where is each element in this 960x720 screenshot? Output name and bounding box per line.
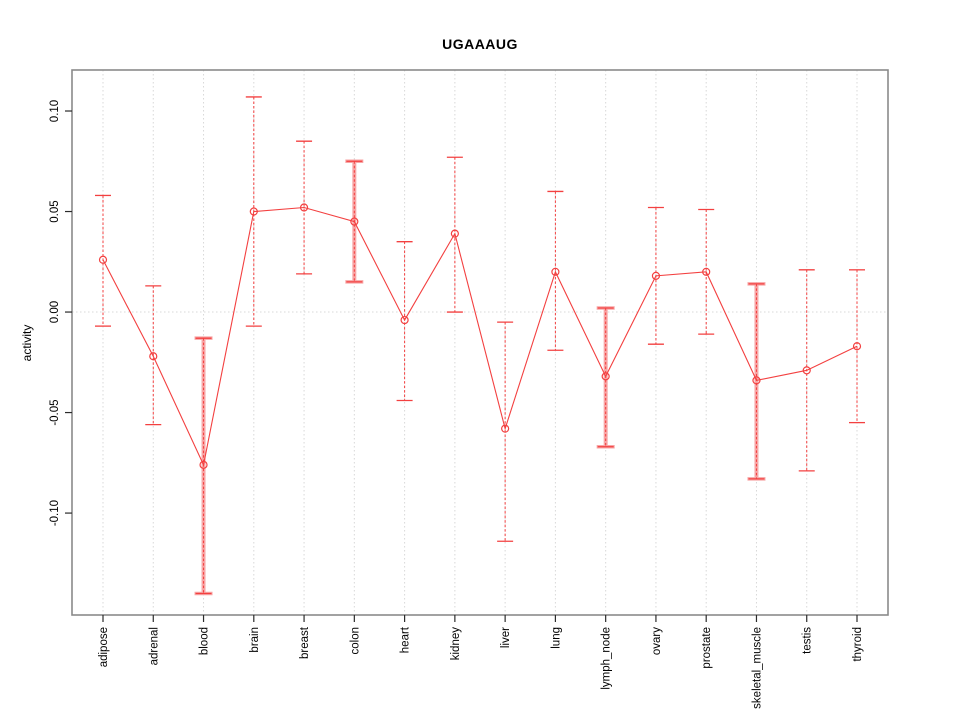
data-point [199, 460, 208, 469]
series-line [102, 206, 858, 467]
data-point [702, 267, 711, 276]
data-point [149, 352, 158, 361]
x-tick-label: brain [249, 627, 261, 653]
x-tick-label: breast [299, 626, 311, 659]
data-point [551, 267, 560, 276]
x-tick-label: colon [349, 627, 361, 655]
data-point [601, 372, 610, 381]
x-tick-label: ovary [651, 627, 663, 655]
data-point [752, 376, 761, 385]
y-tick-label: -0.10 [49, 500, 61, 526]
data-point [98, 255, 108, 264]
data-point [299, 203, 309, 212]
x-tick-label: liver [500, 627, 512, 648]
x-tick-label: thyroid [852, 627, 864, 662]
x-tick-label: heart [400, 626, 412, 653]
data-point [400, 315, 409, 325]
y-tick-label: 0.00 [49, 301, 61, 323]
x-tick-label: lymph_node [601, 627, 613, 690]
y-tick-label: -0.05 [49, 399, 61, 425]
x-tick-label: skeletal_muscle [751, 627, 763, 709]
plot-border [71, 69, 889, 616]
y-tick-label: 0.05 [49, 200, 61, 222]
chart-title: UGAAAUG [442, 36, 518, 52]
x-tick-label: adrenal [148, 627, 160, 665]
x-tick-label: lung [550, 627, 562, 649]
x-tick-label: blood [199, 627, 211, 655]
data-point [852, 342, 862, 351]
x-tick-label: prostate [701, 627, 713, 669]
data-point [350, 217, 359, 226]
x-tick-label: kidney [450, 627, 462, 660]
data-point [450, 229, 459, 238]
data-point [501, 424, 510, 433]
data-point [802, 366, 811, 375]
x-tick-label: testis [802, 627, 814, 654]
data-point [651, 271, 661, 280]
y-tick-label: 0.10 [49, 100, 61, 122]
data-point [249, 207, 258, 216]
x-tick-label: adipose [98, 627, 110, 667]
